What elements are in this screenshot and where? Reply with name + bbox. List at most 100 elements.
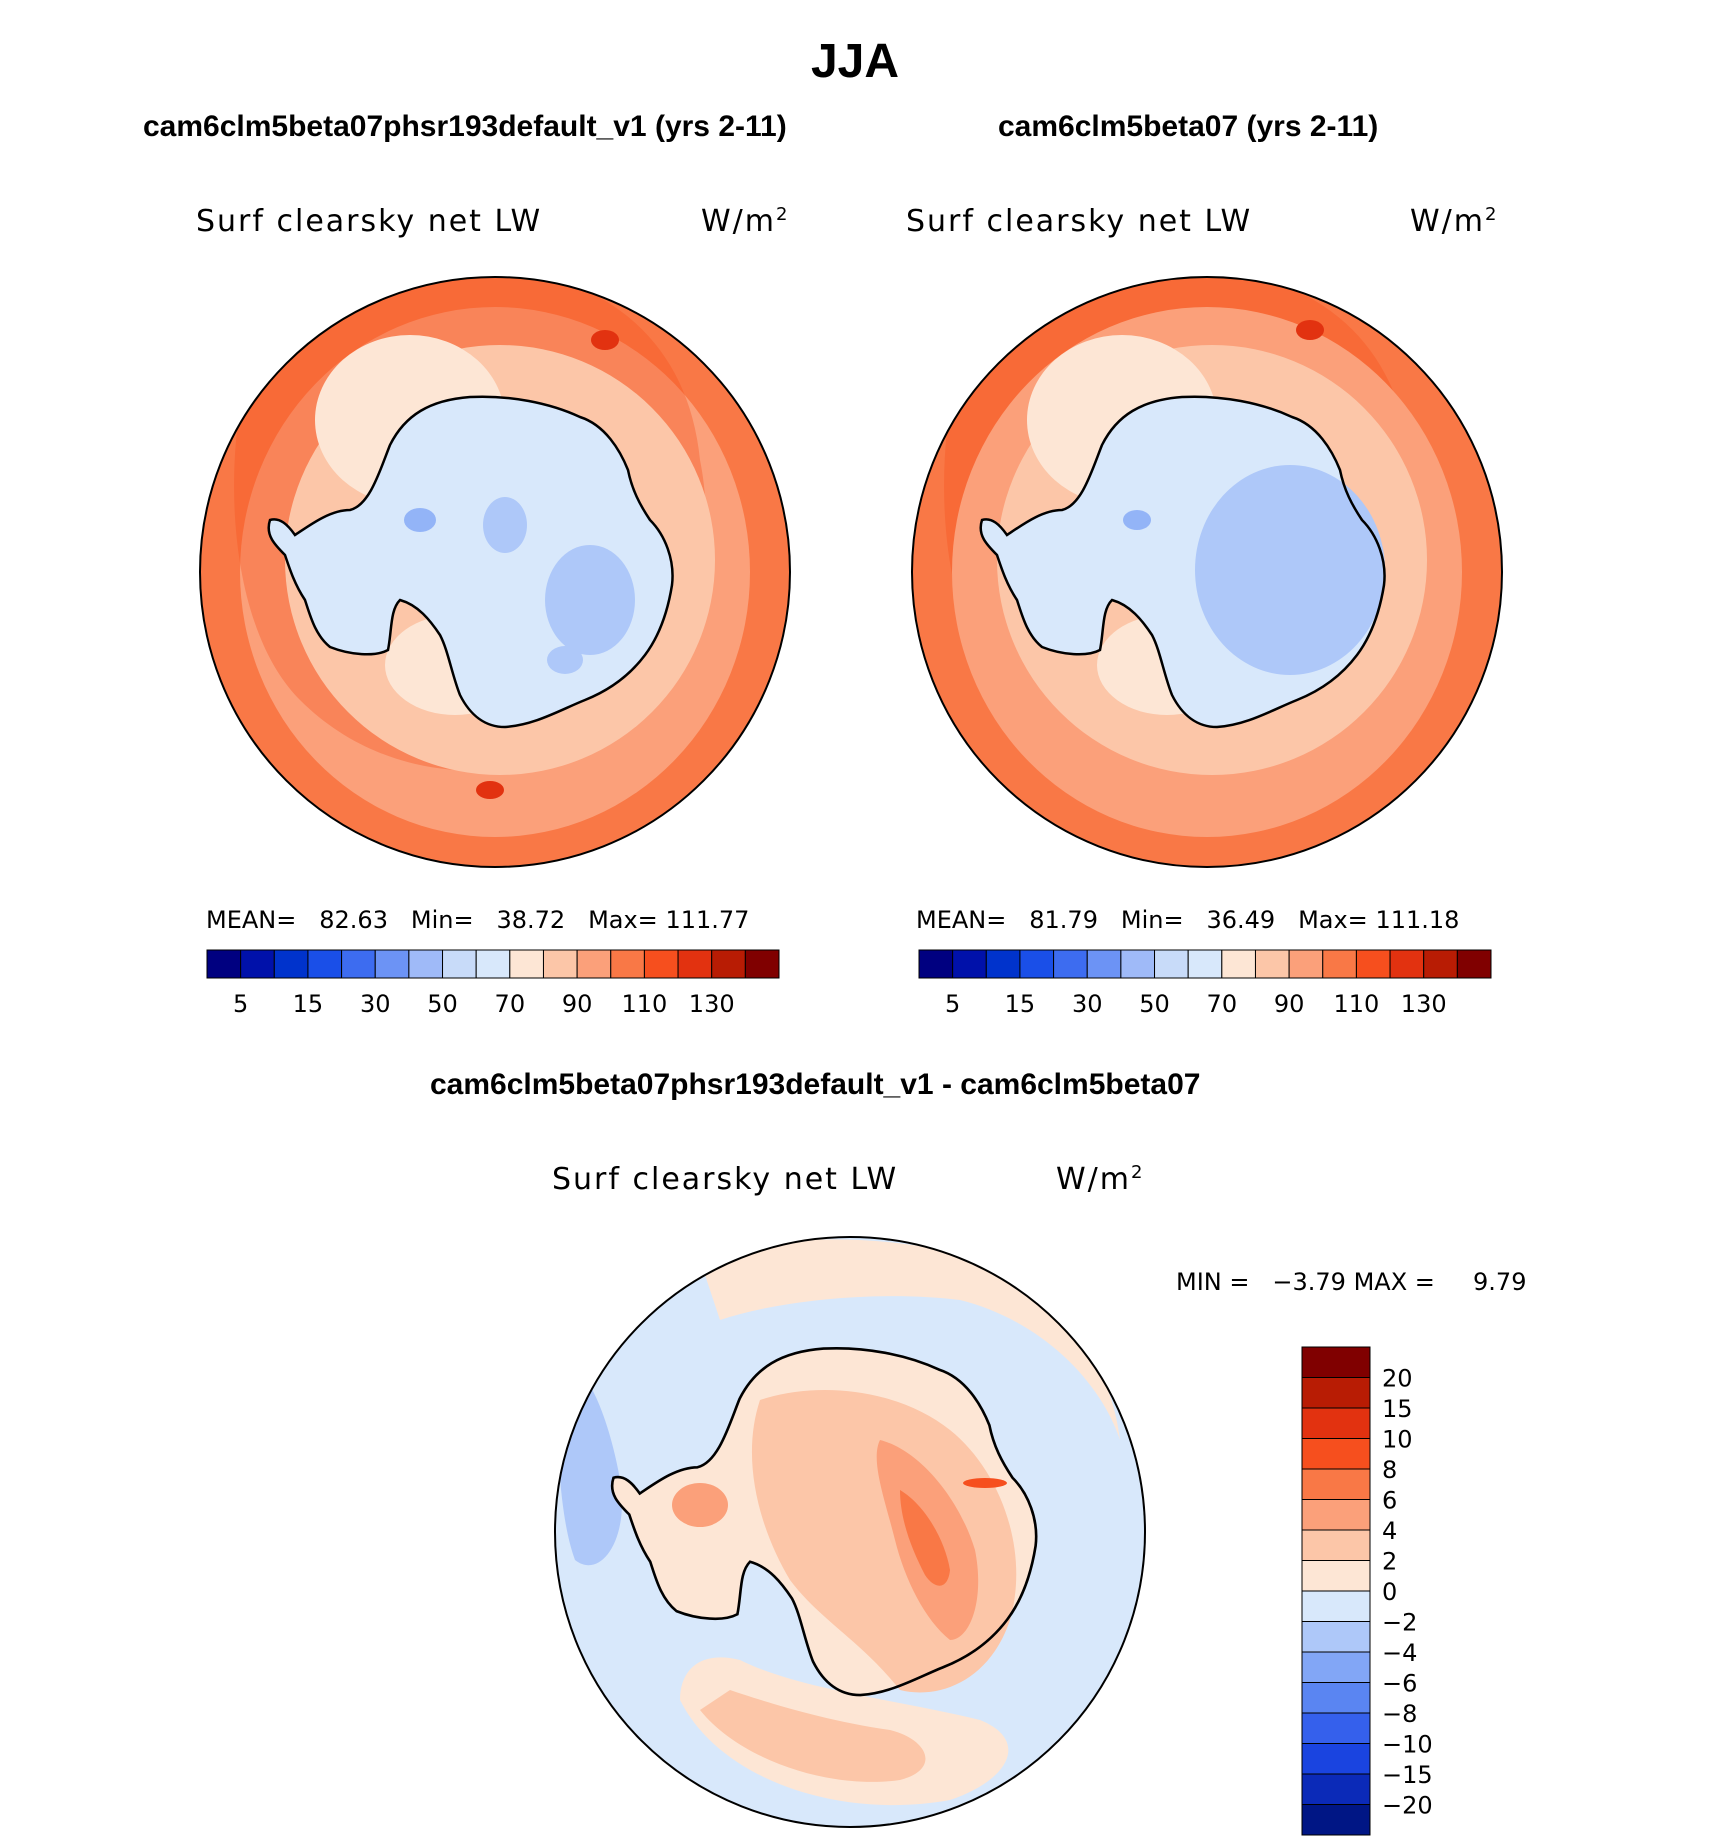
panel1-colorbar-tick-label: 15 <box>293 990 324 1018</box>
panel2-colorbar-tick-label: 90 <box>1274 990 1305 1018</box>
panel1-colorbar-tick-label: 5 <box>233 990 248 1018</box>
panel3-colorbar-box <box>1301 1499 1371 1531</box>
panel2-colorbar-tick-label: 50 <box>1139 990 1170 1018</box>
panel3-colorbar-box <box>1301 1529 1371 1561</box>
panel3-min-value: −3.79 <box>1272 1268 1346 1296</box>
panel3-colorbar-box <box>1301 1651 1371 1683</box>
panel2-map <box>911 276 1503 868</box>
panel3-colorbar-box <box>1301 1712 1371 1744</box>
panel1-colorbar-box <box>610 949 645 979</box>
panel3-colorbar-tick-label: 8 <box>1382 1456 1397 1484</box>
panel1-colorbar-tick-label: 30 <box>360 990 391 1018</box>
panel1-colorbar-tick-label: 110 <box>622 990 668 1018</box>
panel1-variable-label: Surf clearsky net LW <box>196 204 543 239</box>
panel3-max-value: 9.79 <box>1473 1268 1527 1296</box>
panel1-colorbar-box <box>408 949 444 979</box>
panel3-colorbar-tick-label: 4 <box>1382 1517 1397 1545</box>
panel2-colorbar-box <box>1019 949 1055 979</box>
panel2-colorbar-box <box>1288 949 1324 979</box>
panel1-colorbar-box <box>307 949 343 979</box>
panel2-colorbar-box <box>1423 949 1458 979</box>
panel2-max-value: 111.18 <box>1375 906 1460 934</box>
panel3-colorbar-tick-label: 6 <box>1382 1487 1397 1515</box>
panel1-colorbar-box <box>273 949 309 979</box>
panel3-colorbar-box <box>1301 1377 1371 1409</box>
panel3-min-label: MIN = <box>1176 1268 1250 1296</box>
panel1-colorbar-box <box>442 949 477 979</box>
panel2-colorbar-tick-label: 70 <box>1207 990 1238 1018</box>
panel2-mean-value: 81.79 <box>1029 906 1098 934</box>
panel2-min-label: Min= <box>1120 906 1184 934</box>
panel3-colorbar-tick-label: 10 <box>1382 1426 1413 1454</box>
panel2-colorbar-box <box>985 949 1021 979</box>
panel1-stats: MEAN= 82.63 Min= 38.72 Max= 111.77 <box>206 906 749 934</box>
panel1-colorbar-tick-label: 70 <box>495 990 526 1018</box>
panel3-colorbar-tick-label: −2 <box>1382 1609 1417 1637</box>
panel3-colorbar-box <box>1301 1468 1371 1500</box>
panel2-colorbar-tick-label: 5 <box>945 990 960 1018</box>
panel1-colorbar-box <box>744 949 780 979</box>
panel3-colorbar-tick-label: −6 <box>1382 1670 1417 1698</box>
panel2-min-value: 36.49 <box>1206 906 1276 934</box>
panel3-colorbar-tick-label: 2 <box>1382 1548 1397 1576</box>
figure-title: JJA <box>810 35 900 88</box>
panel3-colorbar-tick-label: −8 <box>1382 1700 1417 1728</box>
panel1-colorbar-box <box>711 949 746 979</box>
panel1-colorbar-box <box>677 949 713 979</box>
panel3-colorbar-box <box>1301 1590 1371 1622</box>
panel2-colorbar-box <box>952 949 987 979</box>
panel2-colorbar-box <box>1254 949 1290 979</box>
panel3-colorbar-box <box>1301 1346 1371 1378</box>
panel3-colorbar-box <box>1301 1773 1371 1805</box>
panel3-colorbar-box <box>1301 1804 1371 1836</box>
panel1-colorbar-box <box>542 949 578 979</box>
panel2-variable-label: Surf clearsky net LW <box>906 204 1253 239</box>
panel2-colorbar-box <box>1154 949 1189 979</box>
panel3-variable-label: Surf clearsky net LW <box>552 1162 899 1197</box>
panel2-colorbar-tick-label: 15 <box>1005 990 1036 1018</box>
panel2-colorbar-box <box>1221 949 1256 979</box>
panel3-colorbar-box <box>1301 1621 1371 1653</box>
panel3-colorbar-box <box>1301 1407 1371 1439</box>
panel3-colorbar-tick-label: −10 <box>1382 1731 1433 1759</box>
panel1-min-label: Min= <box>410 906 474 934</box>
panel1-colorbar-box <box>509 949 544 979</box>
panel2-colorbar-box <box>1120 949 1156 979</box>
panel1-colorbar-box <box>240 949 275 979</box>
panel2-mean-label: MEAN= <box>916 906 1007 934</box>
panel3-units: W/m2 <box>1056 1162 1145 1197</box>
panel3-colorbar-tick-label: −4 <box>1382 1639 1417 1667</box>
panel1-colorbar-tick-label: 130 <box>689 990 735 1018</box>
panel1-mean-label: MEAN= <box>206 906 297 934</box>
panel3-colorbar-box <box>1301 1682 1371 1714</box>
panel1-colorbar-box <box>341 949 376 979</box>
panel3-colorbar-tick-label: 15 <box>1382 1395 1413 1423</box>
panel3-max-label: MAX = <box>1353 1268 1435 1296</box>
panel1-case-title: cam6clm5beta07phsr193default_v1 (yrs 2-1… <box>143 110 787 143</box>
panel1-colorbar-box <box>643 949 679 979</box>
panel2-colorbar-box <box>918 949 954 979</box>
panel3-colorbar-tick-label: 0 <box>1382 1578 1397 1606</box>
panel2-colorbar: 5 15 30 50 70 90 110 130 <box>918 949 1492 1018</box>
panel2-colorbar-box <box>1086 949 1122 979</box>
panel1-colorbar: 5 15 30 50 70 90 110 130 <box>206 949 780 1018</box>
panel3-colorbar-box <box>1301 1438 1371 1470</box>
panel1-mean-value: 82.63 <box>319 906 388 934</box>
panel1-colorbar-box <box>475 949 511 979</box>
panel1-min-value: 38.72 <box>496 906 566 934</box>
panel1-units: W/m2 <box>701 204 790 239</box>
panel2-colorbar-box <box>1389 949 1425 979</box>
panel1-map <box>199 276 791 868</box>
panel2-colorbar-tick-label: 110 <box>1334 990 1380 1018</box>
panel1-colorbar-box <box>206 949 242 979</box>
panel3-colorbar-box <box>1301 1560 1371 1592</box>
panel2-stats: MEAN= 81.79 Min= 36.49 Max= 111.18 <box>916 906 1459 934</box>
panel2-max-label: Max= <box>1298 906 1368 934</box>
panel3-colorbar-tick-label: −20 <box>1382 1792 1433 1820</box>
panel1-colorbar-tick-label: 50 <box>427 990 458 1018</box>
panel3-case-title: cam6clm5beta07phsr193default_v1 - cam6cl… <box>430 1068 1201 1101</box>
panel2-units: W/m2 <box>1410 204 1499 239</box>
panel1-colorbar-box <box>576 949 612 979</box>
